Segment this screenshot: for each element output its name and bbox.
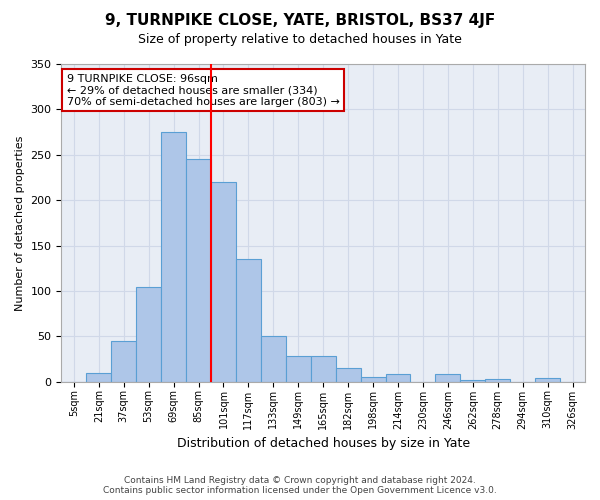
Bar (386, 374, 410, 382)
Bar (211, 182, 236, 382)
Bar (335, 368, 361, 382)
Bar (535, 378, 560, 382)
X-axis label: Distribution of detached houses by size in Yate: Distribution of detached houses by size … (176, 437, 470, 450)
Bar (485, 379, 510, 382)
Bar (311, 356, 335, 382)
Y-axis label: Number of detached properties: Number of detached properties (15, 135, 25, 310)
Bar (186, 160, 211, 382)
Bar (286, 356, 311, 382)
Bar (86, 374, 111, 382)
Bar (436, 374, 460, 382)
Bar (361, 377, 386, 382)
Text: Size of property relative to detached houses in Yate: Size of property relative to detached ho… (138, 32, 462, 46)
Bar (136, 288, 161, 382)
Text: 9, TURNPIKE CLOSE, YATE, BRISTOL, BS37 4JF: 9, TURNPIKE CLOSE, YATE, BRISTOL, BS37 4… (105, 12, 495, 28)
Text: Contains HM Land Registry data © Crown copyright and database right 2024.
Contai: Contains HM Land Registry data © Crown c… (103, 476, 497, 495)
Bar (261, 336, 286, 382)
Bar (161, 132, 186, 382)
Bar (460, 380, 485, 382)
Bar (236, 259, 261, 382)
Text: 9 TURNPIKE CLOSE: 96sqm
← 29% of detached houses are smaller (334)
70% of semi-d: 9 TURNPIKE CLOSE: 96sqm ← 29% of detache… (67, 74, 340, 106)
Bar (111, 341, 136, 382)
